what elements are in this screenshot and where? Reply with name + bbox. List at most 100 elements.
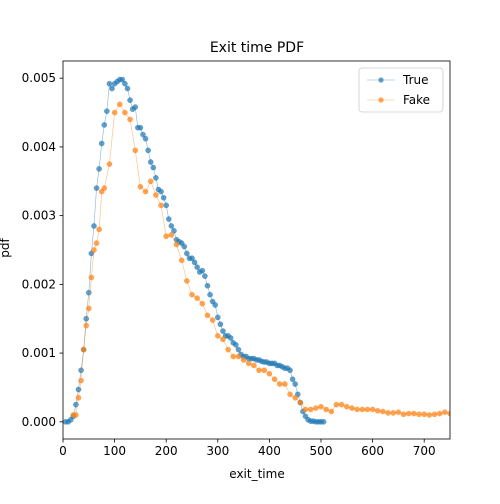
data-point-true: [163, 202, 169, 209]
y-tick-label: 0.001: [22, 346, 56, 360]
data-point-true: [122, 80, 128, 87]
data-point-fake: [374, 408, 381, 414]
data-point-fake: [235, 353, 242, 360]
data-point-fake: [204, 312, 211, 319]
data-point-fake: [442, 409, 448, 416]
data-point-fake: [189, 291, 195, 298]
data-point-true: [91, 223, 97, 229]
data-point-fake: [240, 357, 247, 363]
data-point-true: [158, 188, 164, 195]
data-point-true: [165, 216, 172, 222]
data-point-true: [227, 335, 234, 341]
data-point-fake: [343, 403, 350, 410]
data-point-true: [104, 108, 110, 114]
data-point-fake: [83, 322, 90, 329]
legend-box: [358, 67, 444, 113]
data-point-true: [127, 97, 133, 103]
data-point-true: [140, 131, 146, 138]
data-point-fake: [338, 401, 345, 408]
x-tick-label: 300: [206, 444, 229, 458]
data-point-fake: [80, 346, 87, 353]
legend: True Fake: [358, 67, 444, 113]
data-point-true: [207, 291, 213, 298]
data-point-true: [93, 185, 100, 191]
data-point-true: [214, 314, 221, 321]
legend-label-fake: Fake: [403, 93, 430, 107]
data-point-fake: [411, 410, 417, 417]
data-point-fake: [127, 116, 133, 123]
data-point-fake: [333, 401, 340, 408]
data-point-fake: [91, 247, 97, 253]
data-point-fake: [307, 406, 314, 413]
data-point-fake: [251, 362, 257, 369]
data-point-fake: [292, 394, 299, 401]
data-point-true: [189, 255, 195, 262]
data-point-fake: [349, 405, 355, 411]
data-point-fake: [147, 178, 154, 185]
data-point-true: [119, 76, 126, 83]
data-point-fake: [93, 240, 100, 246]
data-point-fake: [111, 109, 118, 116]
data-point-fake: [313, 405, 319, 411]
data-point-fake: [282, 381, 288, 387]
axes: 0 100 200 300 400 500 600 700 0.000 0.001 0.002 0.0…: [22, 60, 451, 458]
data-point-fake: [75, 394, 82, 401]
data-point-fake: [142, 188, 149, 195]
data-point-fake: [173, 241, 180, 248]
data-point-fake: [323, 406, 329, 413]
data-point-true: [132, 104, 139, 110]
data-point-fake: [328, 408, 335, 415]
data-point-true: [292, 381, 299, 387]
data-point-fake: [359, 406, 366, 413]
x-tick-label: 400: [258, 444, 281, 458]
data-point-fake: [318, 403, 324, 410]
data-point-true: [194, 264, 200, 270]
data-point-fake: [86, 305, 92, 312]
data-point-fake: [194, 295, 200, 301]
data-point-fake: [380, 408, 386, 415]
legend-marker-true: [378, 77, 384, 83]
x-tick-label: 200: [155, 444, 178, 458]
data-point-fake: [153, 192, 159, 198]
data-point-fake: [225, 346, 231, 353]
data-point-true: [83, 315, 90, 322]
x-axis-label: exit_time: [229, 467, 284, 481]
data-point-true: [235, 346, 242, 353]
x-tick-label: 500: [310, 444, 333, 458]
data-point-fake: [209, 317, 216, 323]
data-point-fake: [116, 101, 123, 108]
data-point-true: [184, 250, 190, 257]
data-point-fake: [168, 232, 175, 238]
data-point-fake: [276, 381, 283, 387]
data-point-true: [145, 147, 151, 154]
legend-label-true: True: [402, 73, 429, 87]
data-point-fake: [436, 410, 443, 417]
data-point-fake: [302, 406, 309, 413]
data-point-true: [147, 159, 154, 165]
data-point-true: [204, 282, 211, 289]
data-point-fake: [137, 183, 144, 190]
data-point-fake: [163, 233, 169, 240]
data-point-fake: [78, 377, 84, 384]
y-tick-label: 0.003: [22, 209, 56, 223]
data-point-true: [181, 243, 188, 250]
data-point-fake: [426, 412, 433, 418]
data-point-fake: [261, 367, 268, 374]
data-point-fake: [101, 185, 108, 191]
data-point-fake: [256, 367, 262, 374]
y-tick-label: 0.002: [22, 277, 56, 291]
data-point-fake: [245, 360, 252, 367]
x-tick-label: 100: [103, 444, 126, 458]
data-point-fake: [400, 411, 407, 418]
y-tick-label: 0.000: [22, 415, 56, 429]
data-point-true: [153, 175, 159, 181]
data-point-fake: [184, 278, 190, 284]
data-point-fake: [390, 410, 397, 416]
data-point-true: [217, 321, 224, 328]
data-point-true: [106, 80, 113, 87]
data-point-fake: [416, 411, 422, 418]
data-point-fake: [199, 300, 206, 307]
data-point-true: [289, 376, 296, 383]
data-point-true: [320, 419, 327, 425]
